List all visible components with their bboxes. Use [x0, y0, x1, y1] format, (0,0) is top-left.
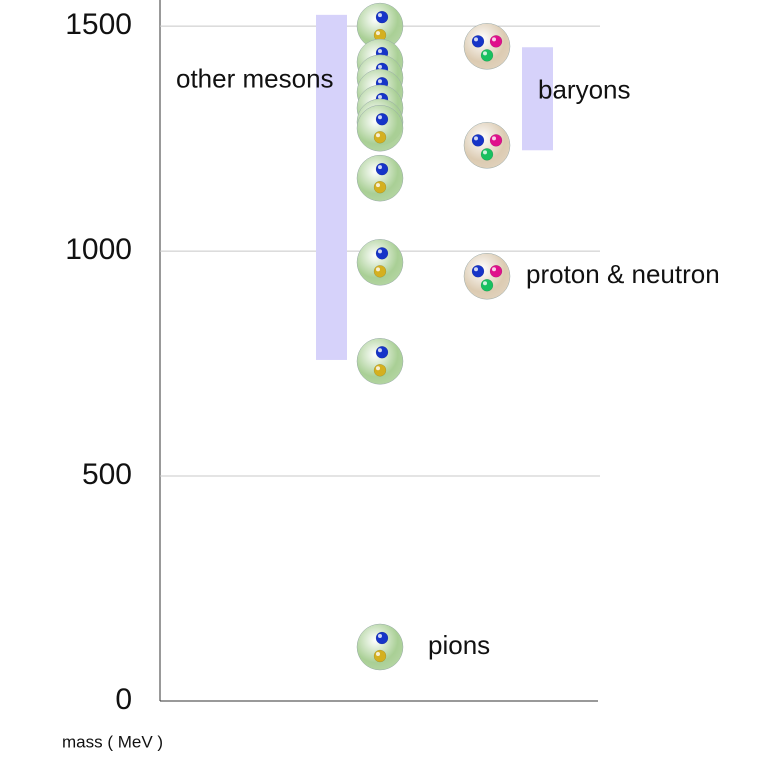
- range-bar: [522, 47, 553, 151]
- annotation: pions: [428, 630, 490, 660]
- range-label: other mesons: [176, 63, 334, 93]
- y-tick-label: 1000: [65, 233, 132, 266]
- particle: [356, 154, 404, 202]
- particle: [356, 338, 404, 385]
- range-bar: [316, 14, 347, 360]
- y-axis-label: mass ( MeV ): [62, 732, 163, 751]
- particle: [463, 122, 511, 169]
- y-tick-label: 1500: [65, 8, 132, 41]
- particle: [463, 253, 511, 300]
- annotation: proton & neutron: [526, 259, 720, 289]
- y-tick-label: 0: [115, 683, 132, 716]
- particle: [356, 623, 404, 671]
- range-label: baryons: [538, 74, 631, 104]
- y-tick-label: 500: [82, 458, 132, 491]
- particle: [356, 239, 404, 286]
- particle: [356, 104, 404, 152]
- particle: [463, 23, 511, 70]
